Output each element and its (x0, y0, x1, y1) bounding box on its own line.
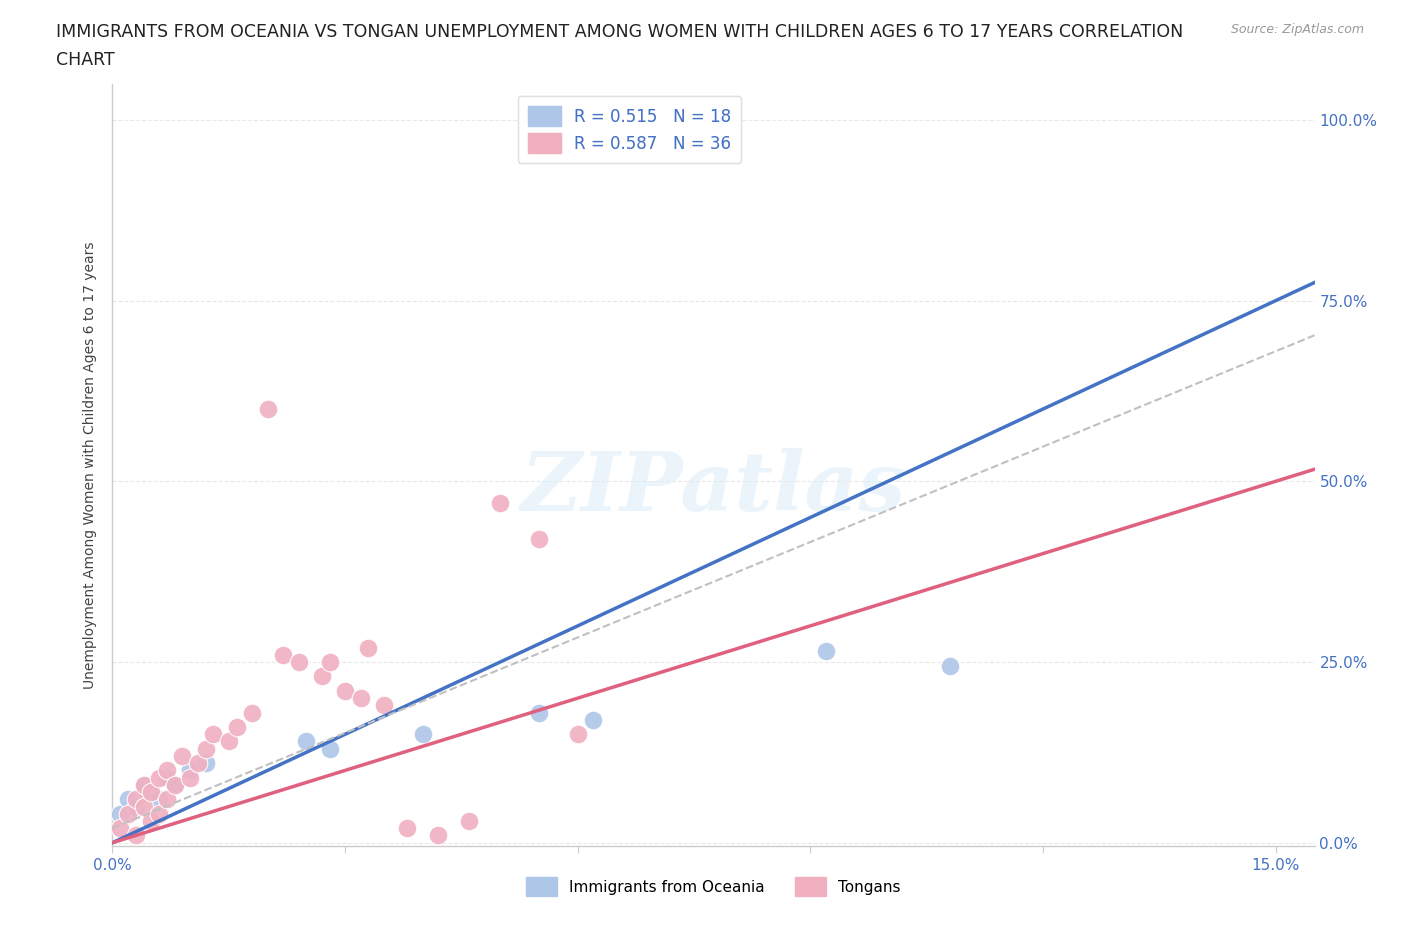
Point (567, 727, 589, 742)
Text: ZIPatlas: ZIPatlas (520, 448, 907, 528)
Text: Source: ZipAtlas.com: Source: ZipAtlas.com (1230, 23, 1364, 36)
Point (427, 828, 450, 843)
Point (218, 734, 240, 749)
Text: IMMIGRANTS FROM OCEANIA VS TONGAN UNEMPLOYMENT AMONG WOMEN WITH CHILDREN AGES 6 : IMMIGRANTS FROM OCEANIA VS TONGAN UNEMPL… (56, 23, 1184, 41)
Point (333, 684, 356, 698)
Point (132, 777, 155, 792)
Point (814, 644, 837, 658)
Point (489, 496, 512, 511)
Point (318, 655, 340, 670)
Text: CHART: CHART (56, 51, 115, 69)
Point (240, 705, 263, 720)
Point (295, 734, 318, 749)
Point (163, 777, 186, 792)
Point (125, 828, 148, 843)
Point (527, 532, 550, 547)
Point (148, 791, 170, 806)
Point (117, 791, 139, 806)
Point (225, 720, 247, 735)
Point (148, 770, 170, 785)
Point (141, 814, 163, 829)
Point (311, 669, 333, 684)
Point (527, 705, 550, 720)
Point (172, 749, 194, 764)
Point (110, 821, 132, 836)
Point (256, 402, 278, 417)
Point (202, 727, 225, 742)
Point (271, 647, 294, 662)
Point (939, 658, 962, 673)
Point (357, 640, 380, 655)
Point (148, 806, 170, 821)
Point (179, 770, 201, 785)
Point (117, 806, 139, 821)
Point (373, 698, 395, 712)
Point (156, 770, 179, 785)
Point (350, 691, 373, 706)
Point (194, 756, 217, 771)
Point (141, 785, 163, 800)
Point (125, 799, 148, 814)
Point (706, 113, 728, 127)
Point (132, 777, 155, 792)
Point (287, 655, 309, 670)
Point (179, 763, 201, 777)
Point (318, 741, 340, 756)
Y-axis label: Unemployment Among Women with Children Ages 6 to 17 years: Unemployment Among Women with Children A… (83, 241, 97, 689)
Point (194, 741, 217, 756)
Point (156, 791, 179, 806)
Point (141, 785, 163, 800)
Legend: R = 0.515   N = 18, R = 0.587   N = 36: R = 0.515 N = 18, R = 0.587 N = 36 (517, 96, 741, 163)
Point (132, 799, 155, 814)
Point (187, 756, 209, 771)
Point (396, 821, 419, 836)
Point (412, 727, 434, 742)
Point (582, 712, 605, 727)
Point (110, 806, 132, 821)
Point (458, 814, 481, 829)
Point (125, 791, 148, 806)
Point (163, 777, 186, 792)
Point (156, 763, 179, 777)
